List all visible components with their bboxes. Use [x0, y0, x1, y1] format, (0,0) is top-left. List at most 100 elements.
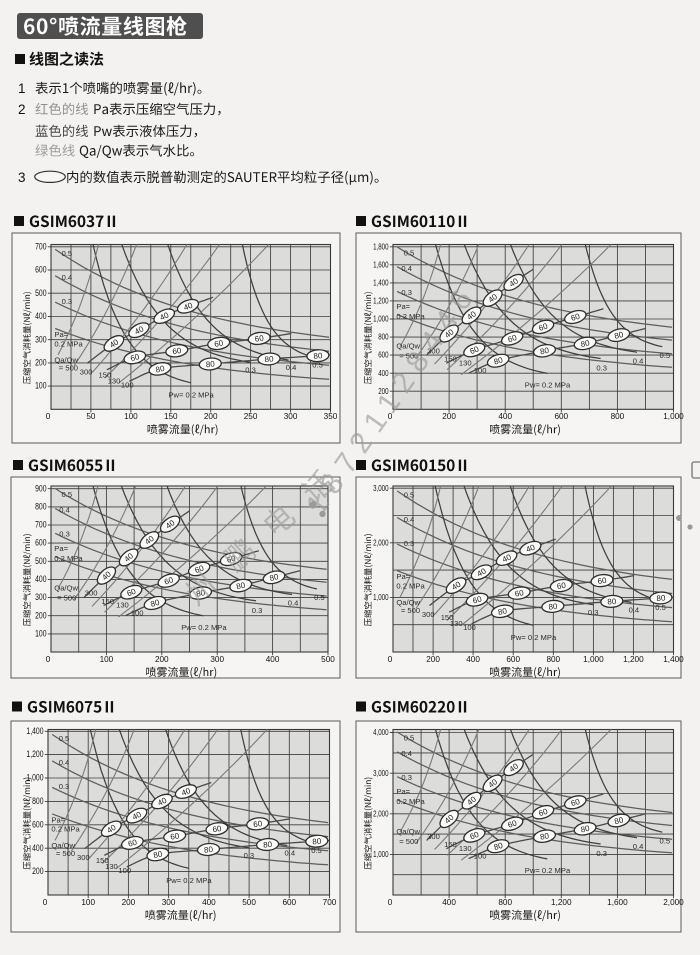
svg-text:100: 100: [35, 629, 47, 639]
svg-text:1,200: 1,200: [551, 898, 572, 907]
svg-text:100: 100: [463, 623, 476, 632]
svg-text:400: 400: [32, 843, 44, 853]
svg-text:100: 100: [118, 866, 131, 875]
svg-text:0.5: 0.5: [404, 733, 415, 742]
svg-text:80: 80: [539, 831, 550, 842]
svg-text:60: 60: [556, 581, 567, 591]
svg-text:80: 80: [656, 593, 666, 603]
svg-text:1,000: 1,000: [373, 592, 388, 602]
svg-text:300: 300: [422, 610, 435, 619]
svg-text:400: 400: [35, 311, 47, 321]
svg-text:60: 60: [507, 333, 519, 345]
svg-text:0.2 MPa: 0.2 MPa: [396, 582, 425, 591]
svg-text:40: 40: [180, 786, 192, 798]
svg-text:80: 80: [493, 841, 505, 852]
svg-text:1,000: 1,000: [663, 412, 684, 421]
svg-text:0.4: 0.4: [59, 506, 70, 515]
svg-text:0.5: 0.5: [660, 836, 671, 845]
svg-text:1,400: 1,400: [663, 655, 684, 664]
svg-text:0.4: 0.4: [633, 356, 644, 365]
svg-text:1: 1: [18, 81, 26, 96]
svg-text:Pa=: Pa=: [396, 787, 410, 796]
svg-text:80: 80: [204, 845, 214, 855]
svg-text:0.4: 0.4: [288, 599, 299, 608]
svg-text:80: 80: [153, 849, 164, 860]
svg-text:0.3: 0.3: [596, 363, 607, 372]
svg-text:130: 130: [108, 377, 121, 386]
svg-text:0.5: 0.5: [314, 593, 325, 602]
svg-text:Pw= 0.2 MPa: Pw= 0.2 MPa: [166, 876, 212, 885]
svg-text:300: 300: [427, 346, 440, 355]
svg-text:200: 200: [155, 655, 169, 664]
svg-text:= 500: = 500: [399, 351, 418, 360]
svg-text:60: 60: [172, 346, 183, 356]
svg-text:80: 80: [155, 364, 166, 375]
svg-text:80: 80: [264, 354, 274, 364]
svg-text:1,600: 1,600: [607, 898, 628, 907]
svg-text:150: 150: [101, 597, 114, 606]
svg-text:2,000: 2,000: [663, 898, 684, 907]
svg-text:80: 80: [548, 602, 558, 612]
svg-text:Pw= 0.2 MPa: Pw= 0.2 MPa: [168, 390, 214, 399]
svg-text:200: 200: [35, 610, 47, 620]
svg-text:0: 0: [46, 655, 51, 664]
svg-text:3,000: 3,000: [373, 768, 388, 778]
svg-text:2,000: 2,000: [373, 538, 388, 548]
svg-text:80: 80: [607, 597, 617, 607]
svg-text:0.5: 0.5: [404, 248, 415, 257]
svg-text:80: 80: [580, 338, 591, 349]
svg-text:0.2 MPa: 0.2 MPa: [51, 825, 80, 834]
svg-text:200: 200: [378, 386, 388, 396]
svg-text:100: 100: [100, 655, 114, 664]
svg-text:100: 100: [474, 366, 487, 375]
svg-text:80: 80: [235, 580, 246, 591]
svg-text:0.5: 0.5: [311, 846, 322, 855]
svg-text:60: 60: [170, 831, 181, 841]
svg-text:Pa=: Pa=: [396, 572, 410, 581]
svg-text:60: 60: [538, 807, 550, 819]
svg-text:500: 500: [35, 556, 47, 566]
svg-text:150: 150: [444, 355, 457, 364]
svg-text:60: 60: [253, 819, 264, 829]
svg-text:130: 130: [459, 358, 472, 367]
svg-text:0.2 MPa: 0.2 MPa: [396, 312, 425, 321]
svg-text:60: 60: [570, 797, 582, 808]
svg-text:0.5: 0.5: [62, 249, 73, 258]
svg-text:Pw= 0.2 MPa: Pw= 0.2 MPa: [525, 381, 571, 390]
svg-text:300: 300: [162, 898, 176, 907]
svg-text:1,000: 1,000: [26, 773, 44, 783]
svg-text:150: 150: [164, 412, 178, 421]
svg-text:80: 80: [497, 606, 508, 617]
svg-text:60: 60: [469, 344, 481, 356]
svg-text:800: 800: [546, 655, 560, 664]
svg-text:0.3: 0.3: [245, 366, 256, 375]
svg-text:Pa=: Pa=: [54, 544, 68, 553]
svg-text:250: 250: [244, 412, 258, 421]
svg-text:700: 700: [323, 898, 337, 907]
svg-text:1,400: 1,400: [373, 278, 388, 288]
svg-text:Qa/Qw: Qa/Qw: [54, 584, 78, 593]
svg-text:60: 60: [469, 830, 481, 842]
svg-text:0.4: 0.4: [59, 758, 70, 767]
svg-text:300: 300: [80, 367, 93, 376]
svg-text:3: 3: [18, 170, 26, 185]
svg-text:200: 200: [442, 412, 456, 421]
svg-text:60: 60: [194, 563, 206, 575]
svg-text:100: 100: [474, 852, 487, 861]
svg-text:100: 100: [35, 381, 47, 391]
svg-text:0: 0: [388, 412, 393, 421]
svg-text:2,000: 2,000: [373, 809, 388, 819]
svg-text:0.4: 0.4: [404, 515, 415, 524]
svg-text:80: 80: [269, 572, 280, 583]
svg-text:0.3: 0.3: [596, 849, 607, 858]
svg-text:1,200: 1,200: [623, 655, 644, 664]
svg-text:300: 300: [284, 412, 298, 421]
svg-text:0: 0: [46, 412, 51, 421]
svg-text:40: 40: [182, 301, 194, 313]
svg-text:Pa=: Pa=: [396, 302, 410, 311]
svg-text:0: 0: [43, 898, 48, 907]
svg-text:0.5: 0.5: [655, 603, 666, 612]
svg-text:150: 150: [441, 613, 454, 622]
svg-text:2: 2: [18, 102, 26, 117]
svg-text:60: 60: [126, 586, 138, 598]
